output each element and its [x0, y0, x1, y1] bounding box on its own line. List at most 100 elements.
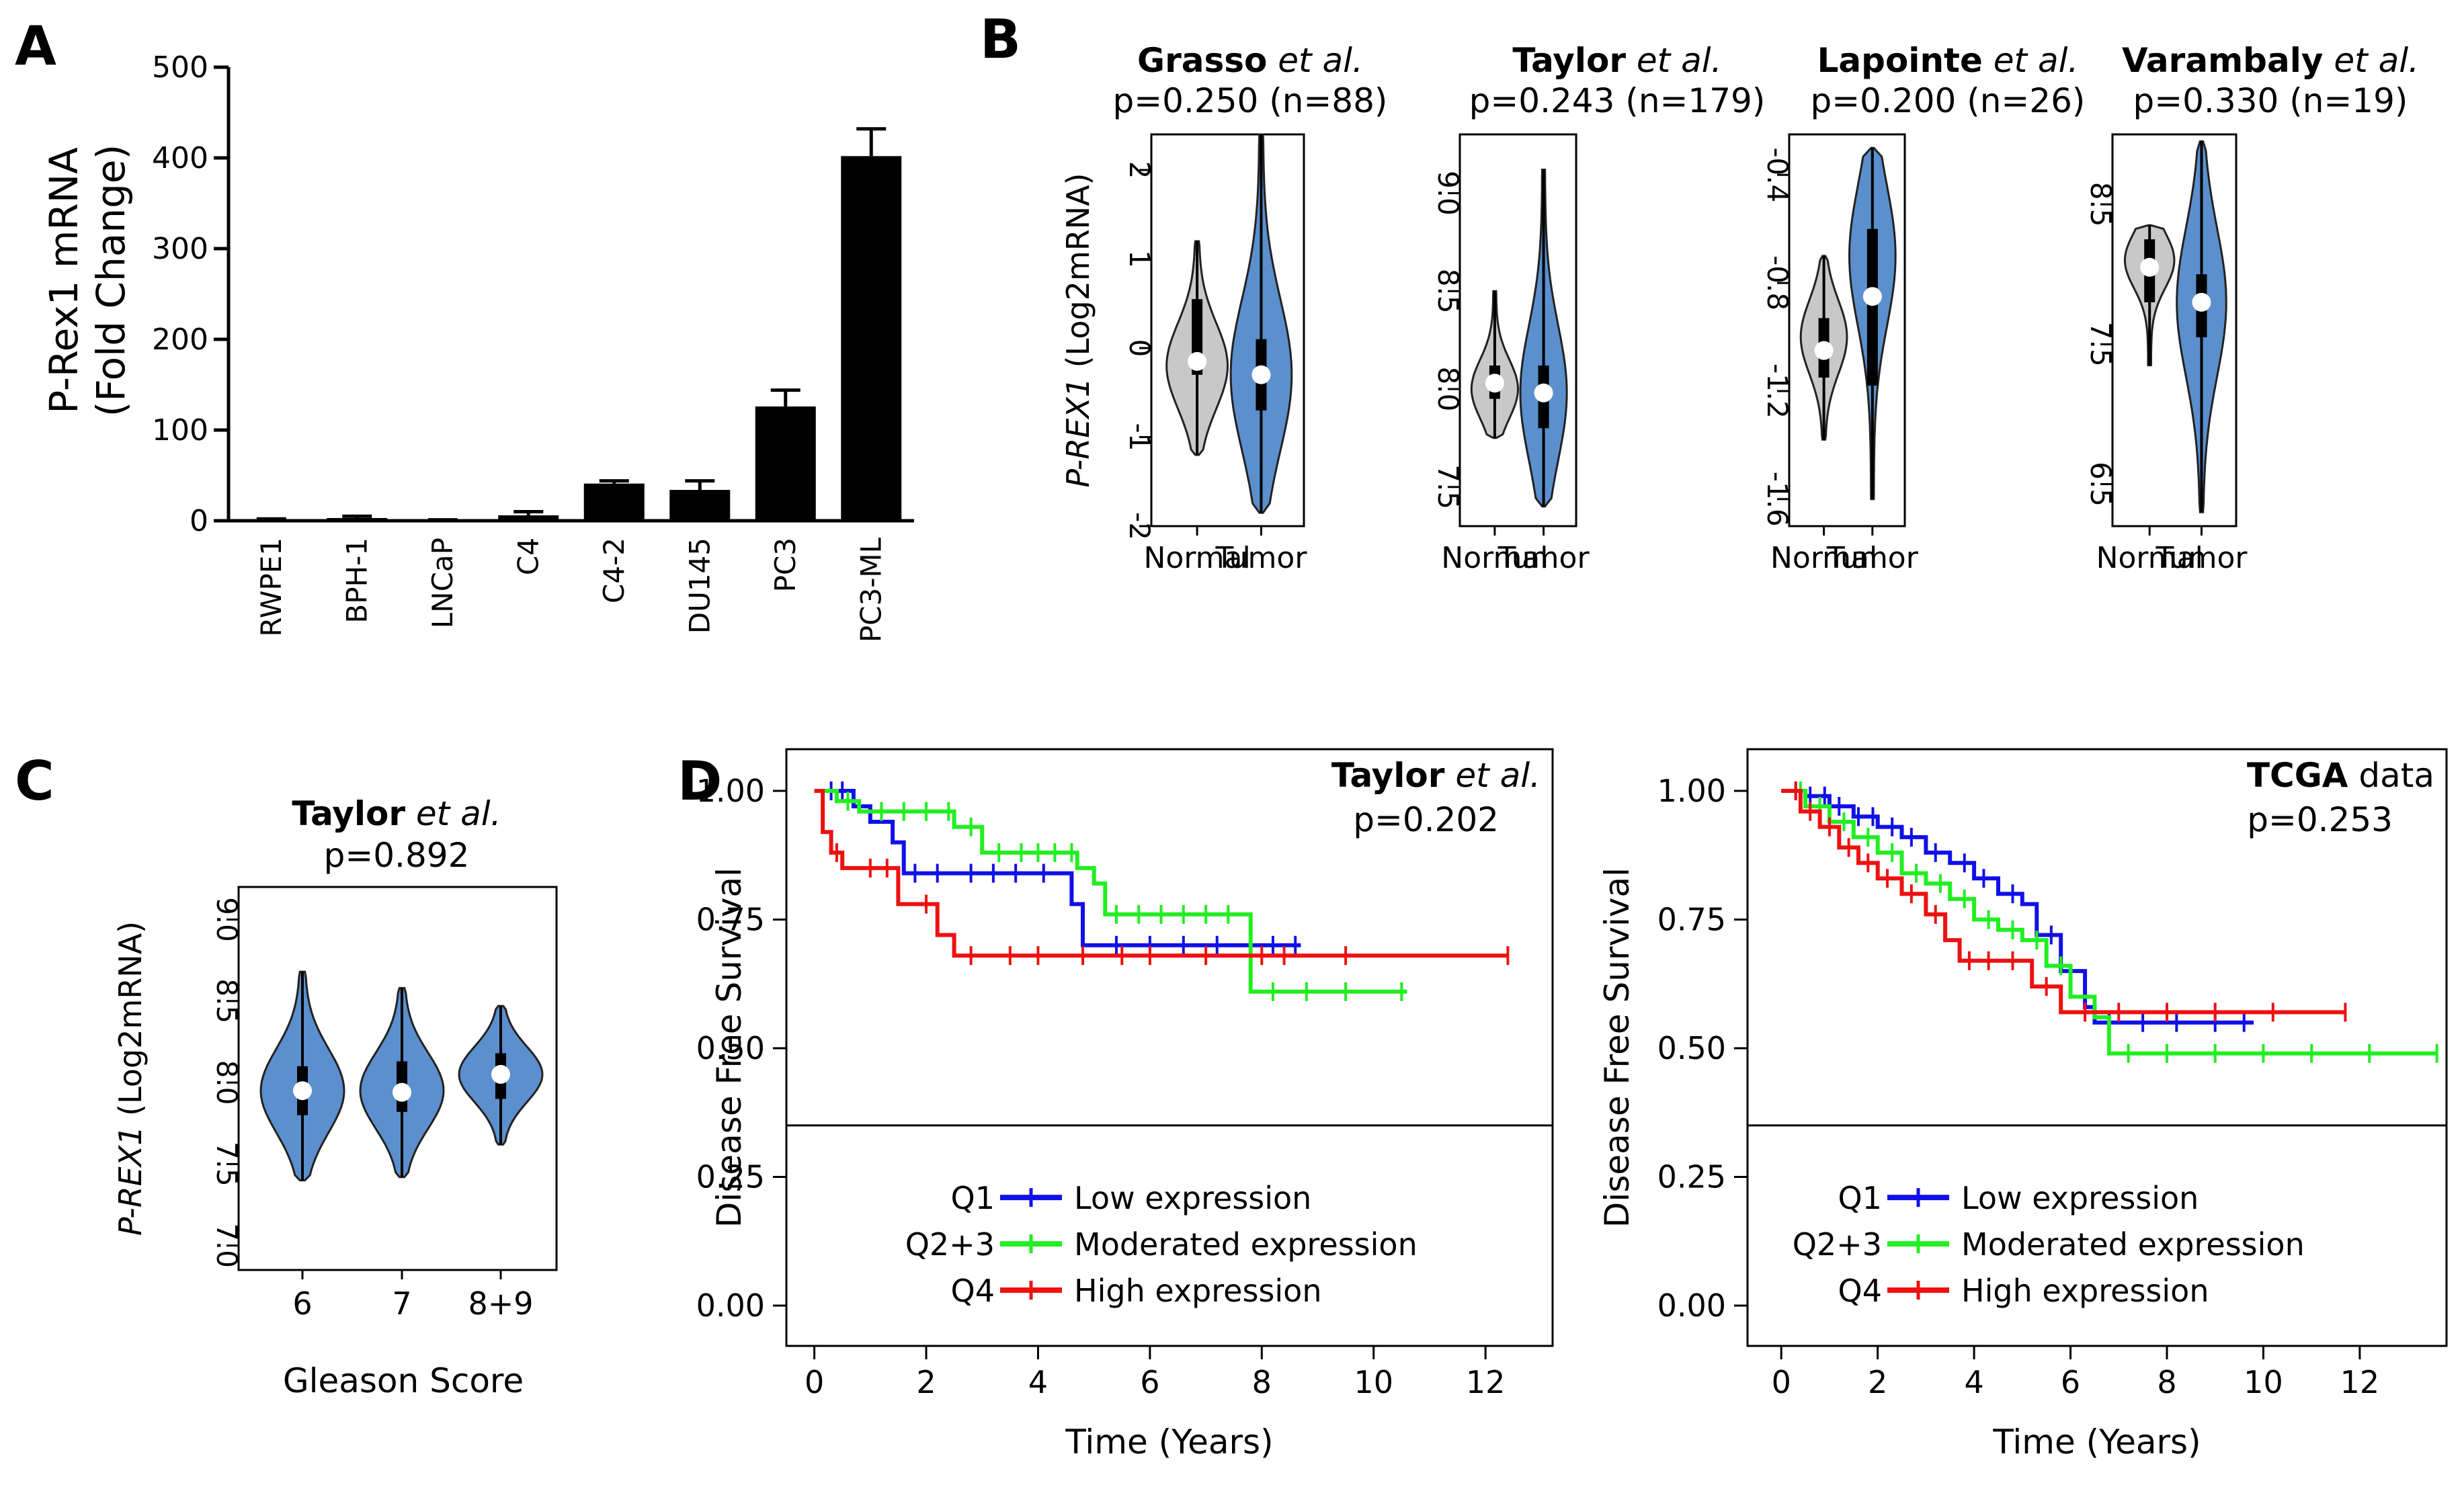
title-line: TCGA data [2247, 756, 2434, 795]
legend-code: Q1 [1838, 1180, 1882, 1216]
x-group-label: Tumor [1497, 541, 1590, 575]
bar-C4-2 [583, 483, 645, 521]
legend-label: High expression [1074, 1273, 1321, 1309]
violin-iqr-box-1 [1866, 228, 1878, 386]
km-curve-Q2+3 [1781, 789, 2437, 1056]
study-title-italic: et al. [1983, 41, 2079, 80]
x-group-label: Tumor [2155, 541, 2248, 575]
x-group-label: 6 [292, 1285, 312, 1322]
x-axis-title: Gleason Score [283, 1361, 524, 1400]
violin-median-dot-2 [491, 1064, 510, 1084]
title-bold: TCGA [2247, 756, 2348, 795]
y-axis-title-part-1: (Log2mRNA) [112, 921, 149, 1126]
y-tick-label: -1.2 [1761, 364, 1794, 419]
x-category-label: LNCaP [426, 538, 459, 628]
title-bold: Taylor [1331, 756, 1445, 795]
y-tick-label: 8.0 [210, 1060, 243, 1105]
y-axis-title-line2: (Fold Change) [88, 144, 134, 417]
violin-median-dot-1 [393, 1083, 411, 1102]
study-title-bold: Varambaly [2122, 41, 2323, 80]
violin-study-varambaly: Varambaly et al.p=0.330 (n=19) 6.5 7.5 8.5 N… [2084, 41, 2419, 575]
y-axis-title-part-0: Disease Free Survival [1598, 867, 1637, 1228]
legend-code: Q2+3 [1793, 1226, 1882, 1263]
panel-d-survival-taylor: 0 2 4 6 8 10 12 0.00 0.25 0.50 0.75 1.00 Time (Years… [696, 748, 1554, 1461]
y-tick-label: 0.50 [1657, 1030, 1726, 1066]
x-tick-label: 10 [1354, 1364, 1393, 1400]
panel-d-survival-tcga: 0 2 4 6 8 10 12 0.00 0.25 0.50 0.75 1.00 Time (Years… [1598, 748, 2448, 1461]
study-title-bold: Lapointe [1817, 41, 1983, 80]
y-tick-label: 0.75 [696, 902, 765, 938]
plot-frame [237, 886, 558, 1271]
study-stats: p=0.330 (n=19) [2133, 81, 2408, 120]
x-tick-label: 10 [2244, 1364, 2283, 1400]
title-bold: Taylor [292, 794, 405, 833]
bar-DU145 [669, 490, 731, 521]
x-category-label: DU145 [683, 538, 716, 634]
x-group-label: 8+9 [468, 1285, 533, 1322]
violin-median-dot-1 [1534, 383, 1553, 402]
x-tick-label: 12 [1466, 1364, 1506, 1400]
km-curve-Q2+3 [814, 789, 1407, 994]
y-tick-label: 500 [152, 50, 208, 85]
y-tick-label: 8.5 [210, 978, 243, 1023]
y-tick-label: -0.4 [1761, 147, 1794, 202]
legend-code: Q1 [951, 1180, 995, 1216]
km-curve-Q4 [1781, 789, 2346, 1015]
y-tick-label: -1.6 [1761, 472, 1794, 527]
x-group-label: Normal [1143, 541, 1250, 575]
y-tick-label: 1.00 [1657, 773, 1726, 809]
violin-median-dot-1 [1251, 365, 1271, 384]
violin-study-grasso: Grasso et al.p=0.250 (n=88) -2 -1 0 1 2 Normal… [1113, 41, 1388, 575]
y-tick-label: 7.5 [1432, 464, 1465, 509]
violin-median-dot-0 [1814, 341, 1834, 360]
y-tick-label: 8.0 [1432, 367, 1465, 412]
y-tick-label: 0.00 [696, 1287, 765, 1324]
violin-study-lapointe: Lapointe et al.p=0.200 (n=26) -1.6 -1.2 -0.… [1761, 41, 2085, 575]
violin-median-dot-0 [2140, 257, 2160, 277]
legend-label: Low expression [1074, 1180, 1311, 1216]
y-tick-label: 100 [152, 413, 208, 448]
km-curve-Q1 [1781, 789, 2254, 1025]
x-tick-label: 2 [916, 1364, 936, 1400]
x-group-label: 7 [392, 1285, 411, 1322]
y-tick-label: 8.5 [2084, 182, 2117, 227]
y-axis-title: Disease Free Survival [710, 867, 749, 1228]
y-tick-label: 7.5 [2084, 322, 2117, 367]
y-axis-title: P-REX1 (Log2mRNA) [1060, 173, 1096, 487]
legend-background [788, 1125, 1551, 1345]
violin-median-dot-1 [2192, 292, 2211, 312]
y-tick-label: 0 [190, 504, 208, 538]
y-tick-label: 8.5 [1432, 269, 1465, 314]
y-tick-label: 0.00 [1657, 1287, 1726, 1324]
x-category-label: C4 [511, 538, 544, 575]
y-axis-title-line1-part-0: P-Rex1 mRNA [41, 147, 87, 414]
legend-code: Q4 [1838, 1273, 1882, 1309]
x-tick-label: 4 [1964, 1364, 1983, 1400]
study-title-bold: Grasso [1137, 41, 1267, 80]
study-title-bold-line: Grasso et al. [1137, 41, 1363, 80]
bar-PC3-ML [841, 156, 902, 521]
x-tick-label: 8 [2157, 1364, 2176, 1400]
y-axis-title-part-1: (Log2mRNA) [1060, 173, 1096, 378]
y-axis-title-part-0: Disease Free Survival [710, 867, 749, 1228]
y-tick-label: 0.25 [1657, 1159, 1726, 1195]
title-rest: data [2348, 756, 2434, 795]
panel-c-violin-plot: Taylor et al.p=0.892 7.0 7.5 8.0 8.5 9.0 6 7 8+9… [112, 794, 558, 1400]
study-stats: p=0.200 (n=26) [1811, 81, 2086, 120]
y-tick-label: -0.8 [1761, 255, 1794, 310]
y-tick-label: 300 [152, 232, 208, 266]
bar-C4 [498, 515, 559, 521]
bar-BPH-1 [327, 517, 388, 521]
study-stats: p=0.243 (n=179) [1469, 81, 1766, 120]
y-tick-label: 2 [1123, 161, 1156, 179]
p-value: p=0.253 [2247, 800, 2393, 839]
violin-median-dot-0 [1188, 351, 1207, 371]
y-axis-title-part-0: P-REX1 [112, 1126, 149, 1236]
study-title-bold-line: Varambaly et al. [2122, 41, 2419, 80]
x-category-label: RWPE1 [255, 538, 288, 637]
violin-median-dot-0 [293, 1081, 312, 1101]
x-tick-label: 8 [1252, 1364, 1272, 1400]
km-curve-Q1 [814, 789, 1301, 947]
violin-median-dot-0 [1485, 374, 1504, 393]
x-tick-label: 12 [2340, 1364, 2380, 1400]
